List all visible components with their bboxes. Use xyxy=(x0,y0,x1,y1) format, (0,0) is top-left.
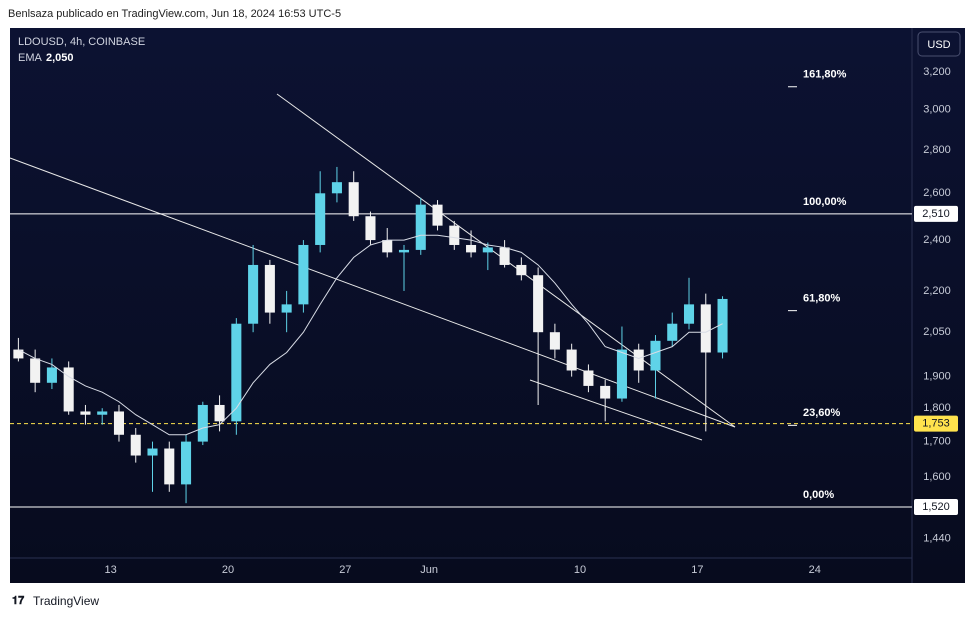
candle-body xyxy=(432,204,443,226)
trendline xyxy=(529,379,703,441)
candle-body xyxy=(214,404,225,422)
candle-body xyxy=(650,340,661,371)
candle-body xyxy=(549,332,560,350)
candle-body xyxy=(331,182,342,194)
candle-body xyxy=(113,411,125,435)
currency-button[interactable] xyxy=(917,31,961,57)
x-tick-label: Jun xyxy=(420,564,438,576)
candle-body xyxy=(398,249,410,253)
y-tick-label: 2,800 xyxy=(923,144,951,156)
candle-body xyxy=(499,247,510,265)
candle-body xyxy=(298,244,309,305)
candle-body xyxy=(683,304,695,324)
y-tick-label: 1,800 xyxy=(923,402,951,414)
y-tick-label: 1,700 xyxy=(923,436,951,448)
candle-body xyxy=(482,247,493,253)
candle-body xyxy=(700,304,711,353)
price-label: 1,520 xyxy=(922,501,950,513)
price-label-box xyxy=(914,499,958,516)
candle-body xyxy=(164,448,175,485)
candle-body xyxy=(365,216,376,241)
y-tick-label: 3,000 xyxy=(923,104,951,116)
x-tick-label: 20 xyxy=(222,564,234,576)
candle-body xyxy=(147,448,158,456)
indicator-value: 2,050 xyxy=(46,52,74,64)
y-tick-label: 1,900 xyxy=(923,371,951,383)
footer-brand: TradingView xyxy=(33,594,99,608)
candle-body xyxy=(382,240,393,253)
candle-body xyxy=(315,193,326,245)
candle-body xyxy=(415,204,426,250)
indicator-name: EMA xyxy=(18,52,43,64)
fib-label: 61,80% xyxy=(803,293,841,305)
candle-body xyxy=(231,323,242,422)
symbol: LDOUSD, 4h, COINBASE xyxy=(18,36,145,48)
candle-body xyxy=(466,244,477,253)
y-tick-label: 2,050 xyxy=(923,326,951,338)
x-tick-label: 17 xyxy=(691,564,703,576)
candle-body xyxy=(80,411,91,415)
y-tick-label: 2,400 xyxy=(923,234,951,246)
price-label-box xyxy=(914,415,958,432)
candle-body xyxy=(248,264,259,324)
x-tick-label: 13 xyxy=(104,564,116,576)
y-tick-label: 3,200 xyxy=(923,66,951,78)
y-tick-label: 2,600 xyxy=(923,187,951,199)
candle-body xyxy=(583,370,594,386)
candle-body xyxy=(616,349,627,399)
candle-body xyxy=(264,264,275,313)
header-title: Benlsaza publicado en TradingView.com, J… xyxy=(8,8,341,20)
candle-body xyxy=(281,304,292,313)
candle-body xyxy=(13,349,24,359)
candle-body xyxy=(566,349,577,371)
candle-body xyxy=(600,385,611,399)
price-label: 1,753 xyxy=(922,418,950,430)
trendline xyxy=(9,157,736,428)
fib-label: 23,60% xyxy=(803,407,841,419)
candle-body xyxy=(46,367,57,383)
candle-body xyxy=(348,182,359,217)
price-label-box xyxy=(914,205,958,222)
y-tick-label: 2,200 xyxy=(923,285,951,297)
candle-body xyxy=(197,404,208,442)
ema-line xyxy=(18,234,723,436)
candle-body xyxy=(97,411,108,415)
candle-body xyxy=(533,275,544,333)
fib-label: 0,00% xyxy=(803,489,834,501)
candle-body xyxy=(63,367,74,412)
x-tick-label: 10 xyxy=(574,564,586,576)
logo: 𝟏𝟕 xyxy=(12,595,25,607)
candle-body xyxy=(449,225,460,245)
price-label: 2,510 xyxy=(922,208,950,220)
fib-label: 161,80% xyxy=(803,69,847,81)
x-tick-label: 24 xyxy=(809,564,821,576)
candle-body xyxy=(30,358,41,383)
fib-label: 100,00% xyxy=(803,196,847,208)
candle-body xyxy=(667,323,678,341)
currency: USD xyxy=(927,39,950,51)
candle-body xyxy=(181,441,192,485)
y-tick-label: 1,440 xyxy=(923,533,951,545)
candle-body xyxy=(130,434,141,456)
candle-body xyxy=(717,298,728,353)
x-tick-label: 27 xyxy=(339,564,351,576)
candle-body xyxy=(516,264,527,276)
candle-body xyxy=(633,349,644,371)
y-tick-label: 1,600 xyxy=(923,471,951,483)
